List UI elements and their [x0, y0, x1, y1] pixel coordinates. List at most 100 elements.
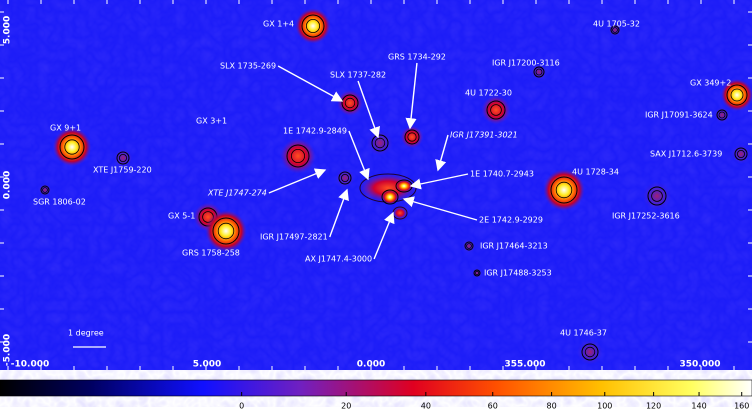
source-blob — [113, 148, 133, 168]
source-label: GX 3+1 — [196, 117, 227, 126]
source-label: SAX J1712.6-3739 — [650, 150, 722, 159]
source-label: 4U 1705-32 — [593, 20, 640, 29]
source-contour — [473, 269, 481, 277]
colorbar-tick-label: 140 — [691, 402, 706, 411]
x-axis-label: 5.000 — [193, 360, 221, 370]
source-label: 1E 1742.9-2849 — [283, 127, 347, 136]
source-contour — [726, 84, 748, 106]
source-blob — [295, 8, 331, 44]
colorbar-tick-label: 40 — [421, 402, 431, 411]
source-contour — [344, 97, 356, 109]
source-contour — [584, 346, 596, 358]
source-blob — [481, 95, 511, 125]
source-contour — [716, 109, 728, 121]
source-contour — [301, 14, 325, 38]
source-label: GRS 1758-258 — [182, 249, 240, 258]
source-blob — [721, 79, 752, 111]
source-contour — [404, 129, 420, 145]
source-contour — [610, 25, 620, 35]
source-contour — [466, 243, 472, 249]
source-contour — [217, 222, 235, 240]
source-contour — [212, 217, 240, 245]
x-axis-label: -10.000 — [11, 360, 49, 370]
source-label: IGR J17252-3616 — [612, 212, 680, 221]
source-label: 1E 1740.7-2943 — [470, 170, 534, 179]
source-contour — [340, 173, 349, 182]
source-contour — [371, 134, 389, 152]
source-contour — [718, 111, 726, 119]
source-contour — [341, 94, 359, 112]
pointer-arrow — [405, 62, 418, 130]
source-blob — [52, 127, 92, 167]
source-label: IGR J17391-3021 — [450, 131, 518, 140]
pointer-arrow — [357, 80, 380, 139]
source-blob — [577, 339, 603, 365]
source-contour — [374, 137, 386, 149]
pointer-arrow — [348, 130, 370, 181]
source-blob — [714, 107, 730, 123]
source-contour — [486, 100, 506, 120]
x-axis-label: 0.000 — [357, 360, 385, 370]
source-label: GRS 1734-292 — [388, 53, 446, 62]
x-axis-label: 355.000 — [505, 360, 546, 370]
source-label: XTE J1747-274 — [207, 189, 267, 198]
colorbar-tick-label: 80 — [547, 402, 557, 411]
source-blob — [543, 169, 585, 211]
colorbar-tick-label: 120 — [646, 402, 661, 411]
x-axis-label: 350.000 — [680, 360, 721, 370]
source-contour — [612, 27, 618, 33]
colorbar-tick-label: 60 — [488, 402, 498, 411]
source-label: XTE J1759-220 — [93, 166, 152, 175]
pointer-arrow — [402, 196, 478, 221]
source-blob — [608, 23, 622, 37]
source-contour — [474, 270, 480, 276]
colorbar — [0, 379, 752, 397]
source-label: IGR J17200-3116 — [492, 59, 560, 68]
source-label: 2E 1742.9-2929 — [479, 216, 543, 225]
colorbar-tick-label: 0 — [239, 402, 244, 411]
source-contour — [40, 185, 50, 195]
source-label: GX 9+1 — [50, 124, 81, 133]
source-contour — [42, 187, 48, 193]
colorbar-tick-label: 160 — [734, 402, 749, 411]
source-contour — [734, 147, 748, 161]
source-contour — [64, 139, 80, 155]
source-blob — [38, 183, 52, 197]
y-axis-label: 5.000 — [3, 16, 13, 44]
source-contour — [338, 171, 352, 185]
source-contour — [490, 104, 502, 116]
source-blob — [731, 144, 751, 164]
pointer-arrow — [373, 211, 395, 260]
source-blob — [462, 239, 476, 253]
source-contour — [59, 134, 85, 160]
scale-bar-label: 1 degree — [68, 329, 104, 338]
source-blob — [400, 125, 424, 149]
source-label: IGR J17497-2821 — [260, 233, 328, 242]
source-label: SLX 1735-269 — [220, 62, 276, 71]
pointer-arrow — [268, 168, 327, 194]
source-label: 4U 1722-30 — [465, 89, 512, 98]
source-contour — [555, 181, 573, 199]
source-label: GX 1+4 — [263, 20, 294, 29]
source-contour — [647, 186, 667, 206]
colorbar-tick-label: 20 — [341, 402, 351, 411]
source-contour — [305, 18, 320, 33]
source-contour — [464, 241, 474, 251]
source-blob — [642, 181, 672, 211]
source-label: IGR J17464-3213 — [480, 242, 548, 251]
source-label: IGR J17091-3624 — [645, 111, 713, 120]
source-contour — [651, 190, 663, 202]
source-label: 4U 1728-34 — [572, 168, 619, 177]
source-label: GX 5-1 — [168, 212, 195, 221]
pointer-arrow — [329, 188, 349, 238]
source-label: 4U 1746-37 — [560, 329, 607, 338]
source-contour — [290, 148, 305, 163]
source-blob — [337, 90, 363, 116]
pointer-arrow — [277, 65, 344, 102]
source-contour — [737, 149, 746, 158]
pointer-arrow — [435, 134, 449, 172]
source-label: IGR J17488-3253 — [484, 269, 552, 278]
source-label: SGR 1806-02 — [33, 198, 86, 207]
source-contour — [730, 88, 744, 102]
